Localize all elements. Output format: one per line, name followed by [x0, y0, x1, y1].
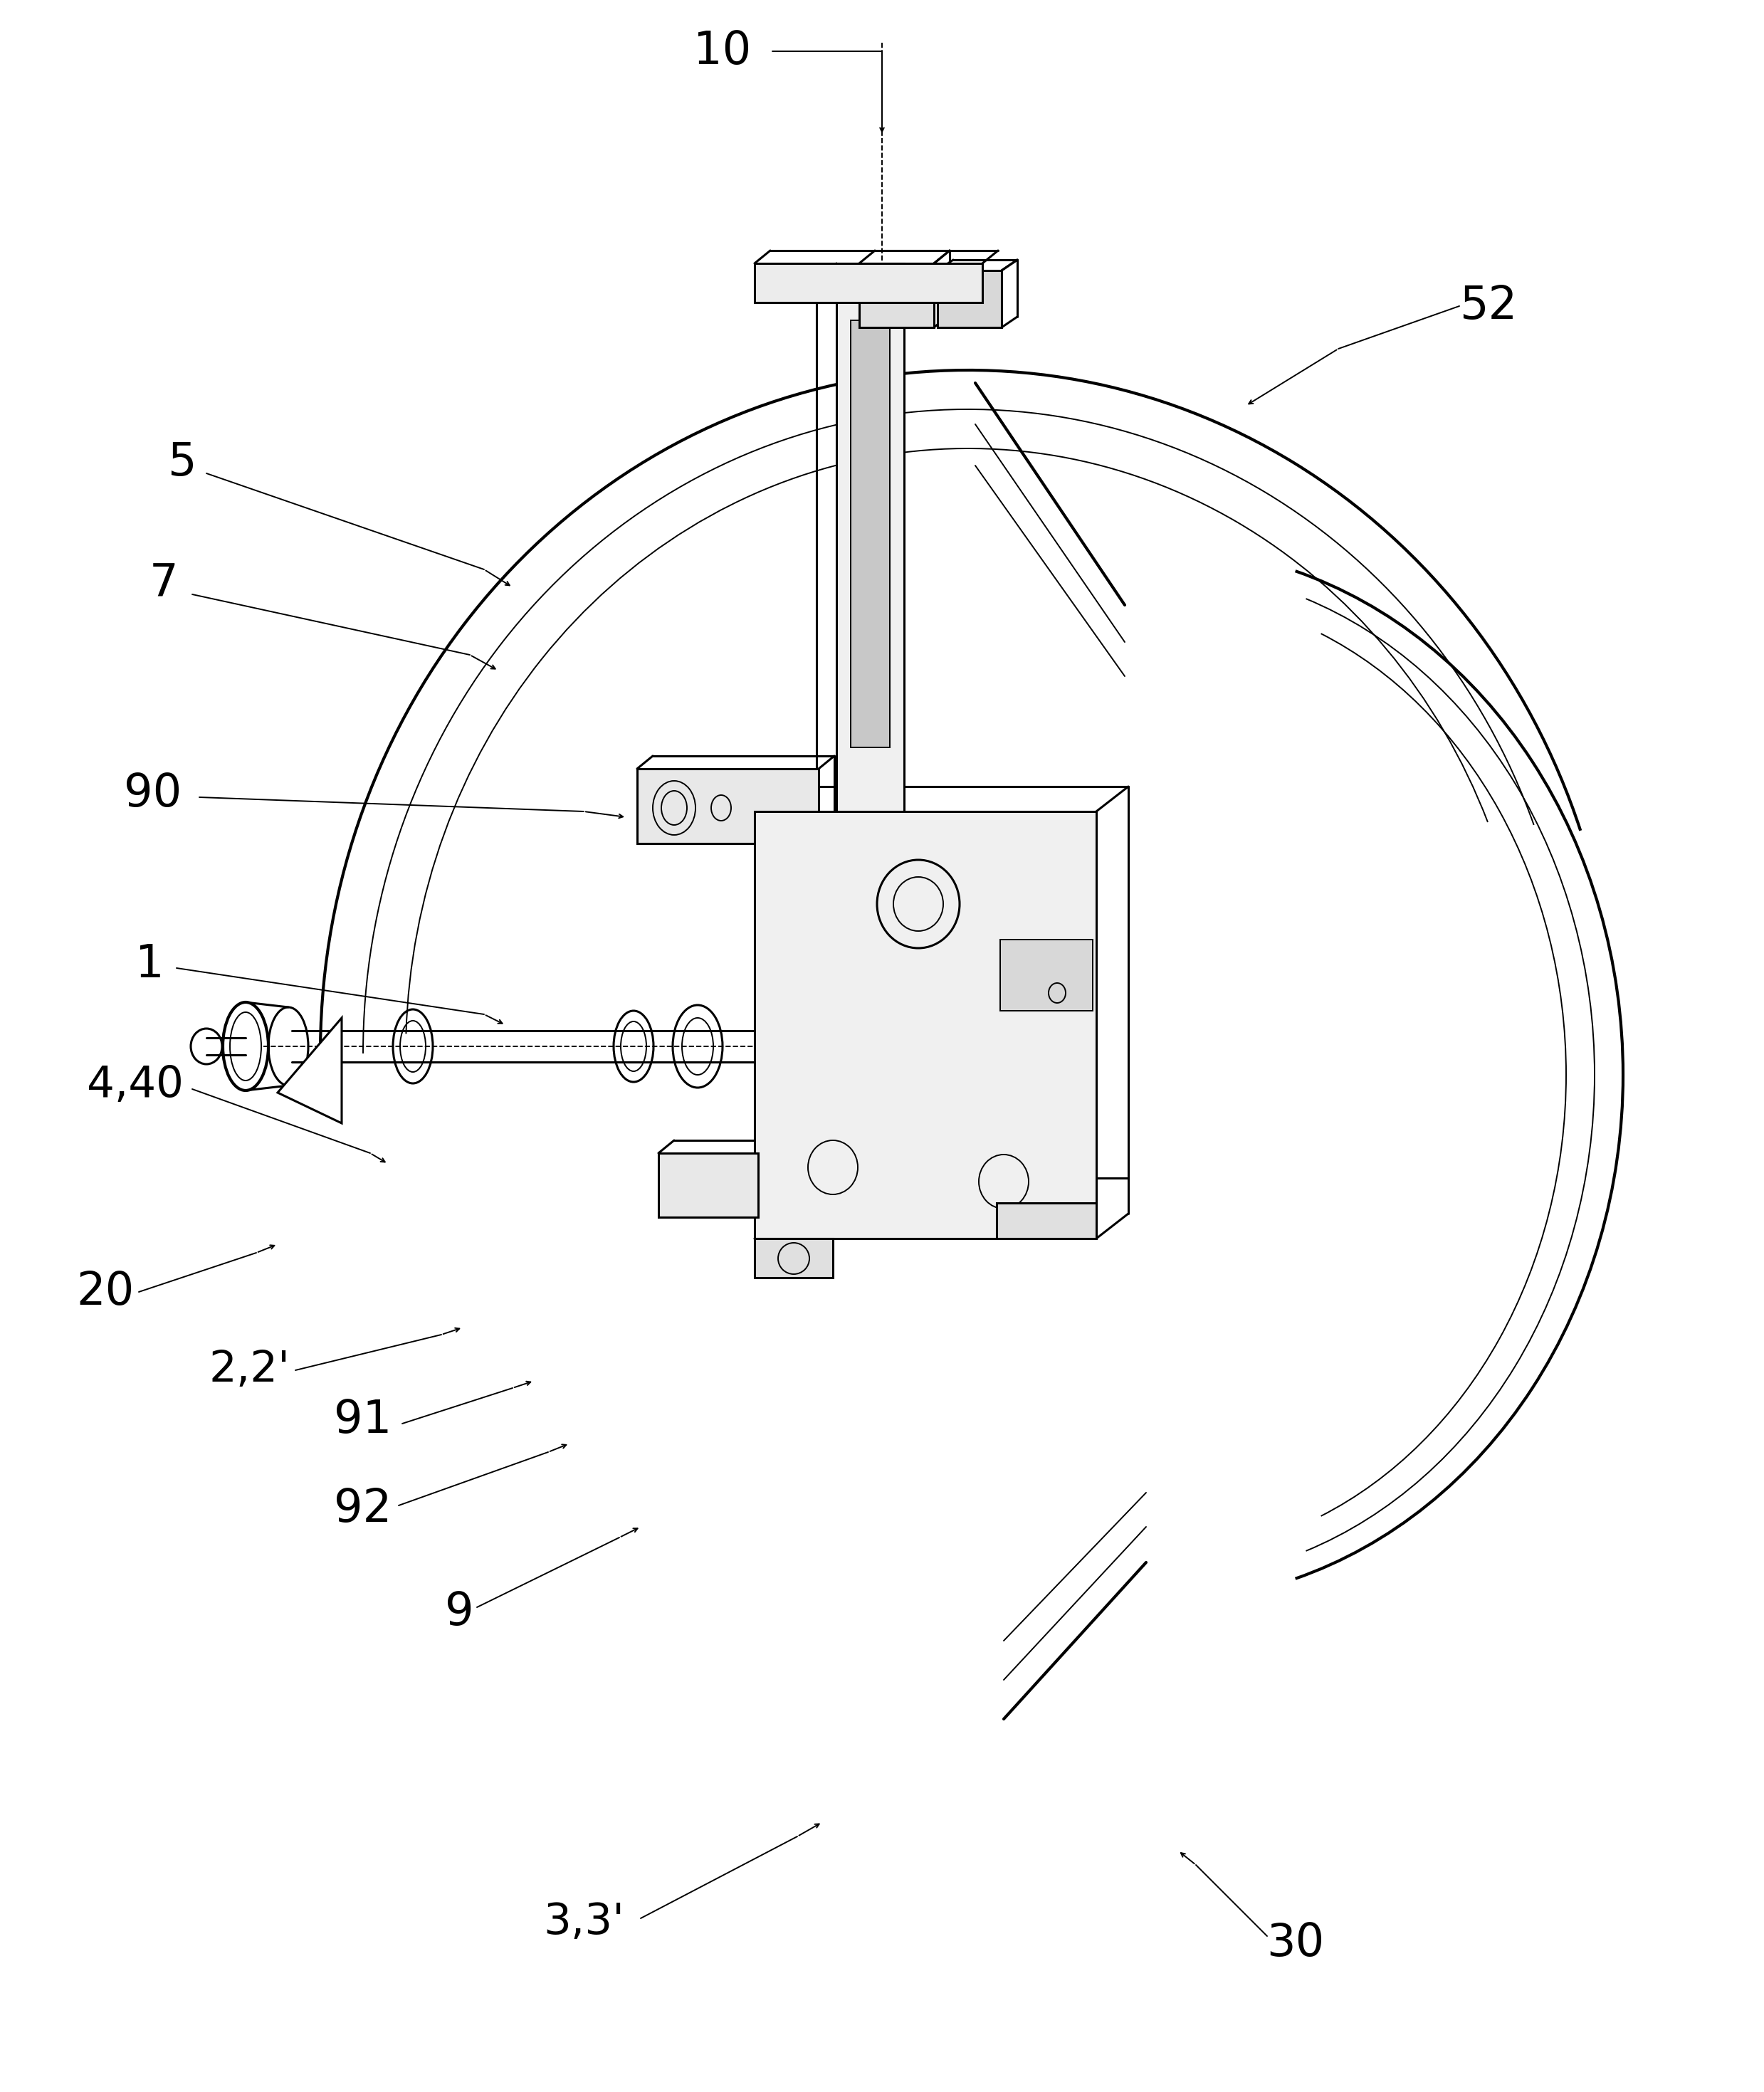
Bar — [658, 1153, 759, 1218]
Bar — [1000, 939, 1092, 1010]
Text: 7: 7 — [150, 561, 178, 607]
Bar — [637, 768, 818, 843]
Bar — [836, 264, 905, 847]
Text: 30: 30 — [1267, 1920, 1325, 1964]
Text: 91: 91 — [333, 1397, 392, 1441]
Text: 9: 9 — [445, 1590, 473, 1634]
Text: 52: 52 — [1459, 285, 1517, 328]
Bar — [850, 320, 889, 747]
Bar — [755, 1238, 833, 1278]
Text: 1: 1 — [136, 941, 164, 987]
Text: 90: 90 — [123, 772, 182, 816]
Text: 20: 20 — [76, 1270, 134, 1314]
Polygon shape — [277, 1019, 342, 1123]
Text: 4,40: 4,40 — [86, 1065, 183, 1107]
Text: 5: 5 — [168, 441, 196, 485]
Text: 2,2': 2,2' — [208, 1349, 289, 1391]
Text: 10: 10 — [693, 29, 751, 73]
Text: 3,3': 3,3' — [543, 1902, 624, 1943]
Bar — [937, 270, 1002, 328]
Bar — [755, 264, 983, 303]
Bar — [755, 812, 1095, 1238]
Bar — [859, 264, 933, 328]
Bar — [997, 1203, 1095, 1238]
Text: 92: 92 — [333, 1487, 392, 1531]
